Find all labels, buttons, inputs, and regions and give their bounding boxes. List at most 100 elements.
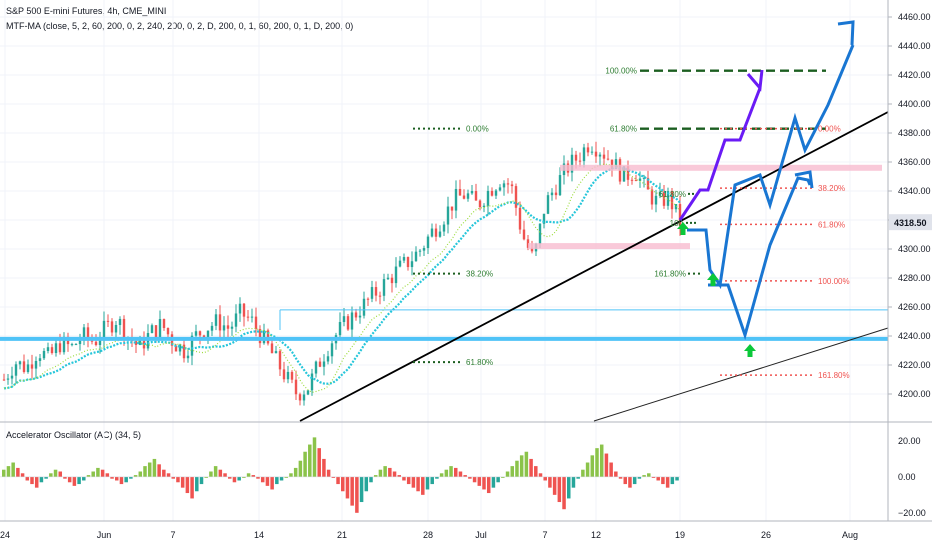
candle-body <box>78 340 82 345</box>
oscillator-bar <box>49 473 53 477</box>
moving-average-dotted <box>3 166 681 390</box>
oscillator-bar <box>439 473 444 477</box>
candle-body <box>574 154 578 161</box>
oscillator-bar <box>421 476 425 495</box>
oscillator-bar <box>185 476 190 494</box>
candle-body <box>226 325 230 329</box>
oscillator-bar <box>486 476 491 494</box>
oscillator-bar <box>392 471 397 477</box>
candle-body <box>642 177 646 179</box>
oscillator-title: Accelerator Oscillator (AC) (34, 5) <box>6 430 142 440</box>
oscillator-bar <box>416 476 420 492</box>
y-tick-label: 4420.00 <box>898 70 931 80</box>
candle-body <box>410 261 414 268</box>
candle-body <box>370 287 374 299</box>
candle-body <box>122 318 126 340</box>
oscillator-bar <box>477 476 482 486</box>
x-tick-label: 19 <box>675 530 685 540</box>
bullish-projection-arrow <box>678 87 762 221</box>
candle-body <box>570 154 574 173</box>
oscillator-bar <box>576 476 580 479</box>
candle-body <box>406 257 410 268</box>
supply-zone <box>560 164 882 171</box>
fib-label-left-1618: 161.80% <box>654 270 686 279</box>
oscillator-bar <box>336 476 340 485</box>
projection-path-lower <box>708 176 812 341</box>
candle-body <box>654 195 658 205</box>
candle-body <box>422 248 426 251</box>
oscillator-bar <box>406 476 411 485</box>
oscillator-bar <box>623 476 628 485</box>
candle-body <box>86 327 90 339</box>
candle-body <box>354 312 358 318</box>
candle-body <box>434 228 438 237</box>
candle-body <box>286 371 290 380</box>
y-tick-label: 4240.00 <box>898 331 931 341</box>
candle-body <box>110 321 114 333</box>
oscillator-bar <box>246 473 251 477</box>
candle-body <box>478 200 482 208</box>
oscillator-bar <box>176 476 180 483</box>
oscillator-bar <box>355 476 359 513</box>
x-tick-label: 21 <box>337 530 347 540</box>
oscillator-bar <box>590 455 595 477</box>
candle-body <box>162 319 166 329</box>
candle-body <box>502 183 506 188</box>
candle-body <box>578 160 582 162</box>
fib-label-mid-0: 0.00% <box>466 125 489 134</box>
candle-body <box>670 191 674 210</box>
oscillator-bar <box>67 476 72 483</box>
bullish-arrowhead <box>746 69 764 92</box>
candle-body <box>342 316 346 323</box>
oscillator-bar <box>632 476 637 485</box>
oscillator-bar <box>265 476 270 486</box>
oscillator-bar <box>519 455 524 477</box>
oscillator-bar <box>642 475 646 477</box>
candle-body <box>42 351 46 359</box>
oscillator-bar <box>369 476 373 483</box>
oscillator-tick-label: 20.00 <box>898 436 921 446</box>
candle-body <box>206 330 210 338</box>
candle-body <box>438 231 442 237</box>
candle-body <box>462 195 466 199</box>
oscillator-bar <box>656 476 660 481</box>
candle-body <box>230 326 234 329</box>
oscillator-tick-label: 0.00 <box>898 472 916 482</box>
y-tick-label: 4360.00 <box>898 157 931 167</box>
oscillator-bar <box>543 476 547 481</box>
chart-title: S&P 500 E-mini Futures, 4h, CME_MINI <box>6 6 167 16</box>
fib-label-near-100: 100 <box>670 219 684 228</box>
oscillator-bar <box>378 469 383 477</box>
candle-body <box>50 347 54 354</box>
demand-zone <box>528 243 690 250</box>
candle-body <box>242 303 246 317</box>
oscillator-bar <box>534 466 538 477</box>
candle-body <box>338 322 342 336</box>
y-tick-label: 4300.00 <box>898 244 931 254</box>
oscillator-bar <box>341 476 345 492</box>
oscillator-bar <box>614 471 618 477</box>
oscillator-bar <box>105 473 110 477</box>
oscillator-bar <box>242 476 246 478</box>
x-tick-label: 28 <box>423 530 433 540</box>
signal-arrow-up-1 <box>677 222 689 235</box>
oscillator-bar <box>562 476 566 510</box>
oscillator-bar <box>34 476 39 488</box>
candle-body <box>182 344 186 359</box>
projection-arrowhead-lower <box>794 170 814 189</box>
candle-body <box>98 339 102 345</box>
candle-body <box>282 369 286 380</box>
candle-body <box>398 260 402 267</box>
oscillator-bar <box>77 476 81 485</box>
oscillator-bar <box>482 476 486 490</box>
oscillator-bar <box>303 451 307 477</box>
oscillator-bar <box>6 466 11 477</box>
oscillator-bar <box>595 448 599 477</box>
candle-body <box>14 364 18 376</box>
y-tick-label: 4200.00 <box>898 389 931 399</box>
oscillator-bar <box>218 469 223 477</box>
x-tick-label: Jul <box>475 530 487 540</box>
oscillator-bar <box>209 471 213 477</box>
oscillator-bar <box>58 471 63 477</box>
